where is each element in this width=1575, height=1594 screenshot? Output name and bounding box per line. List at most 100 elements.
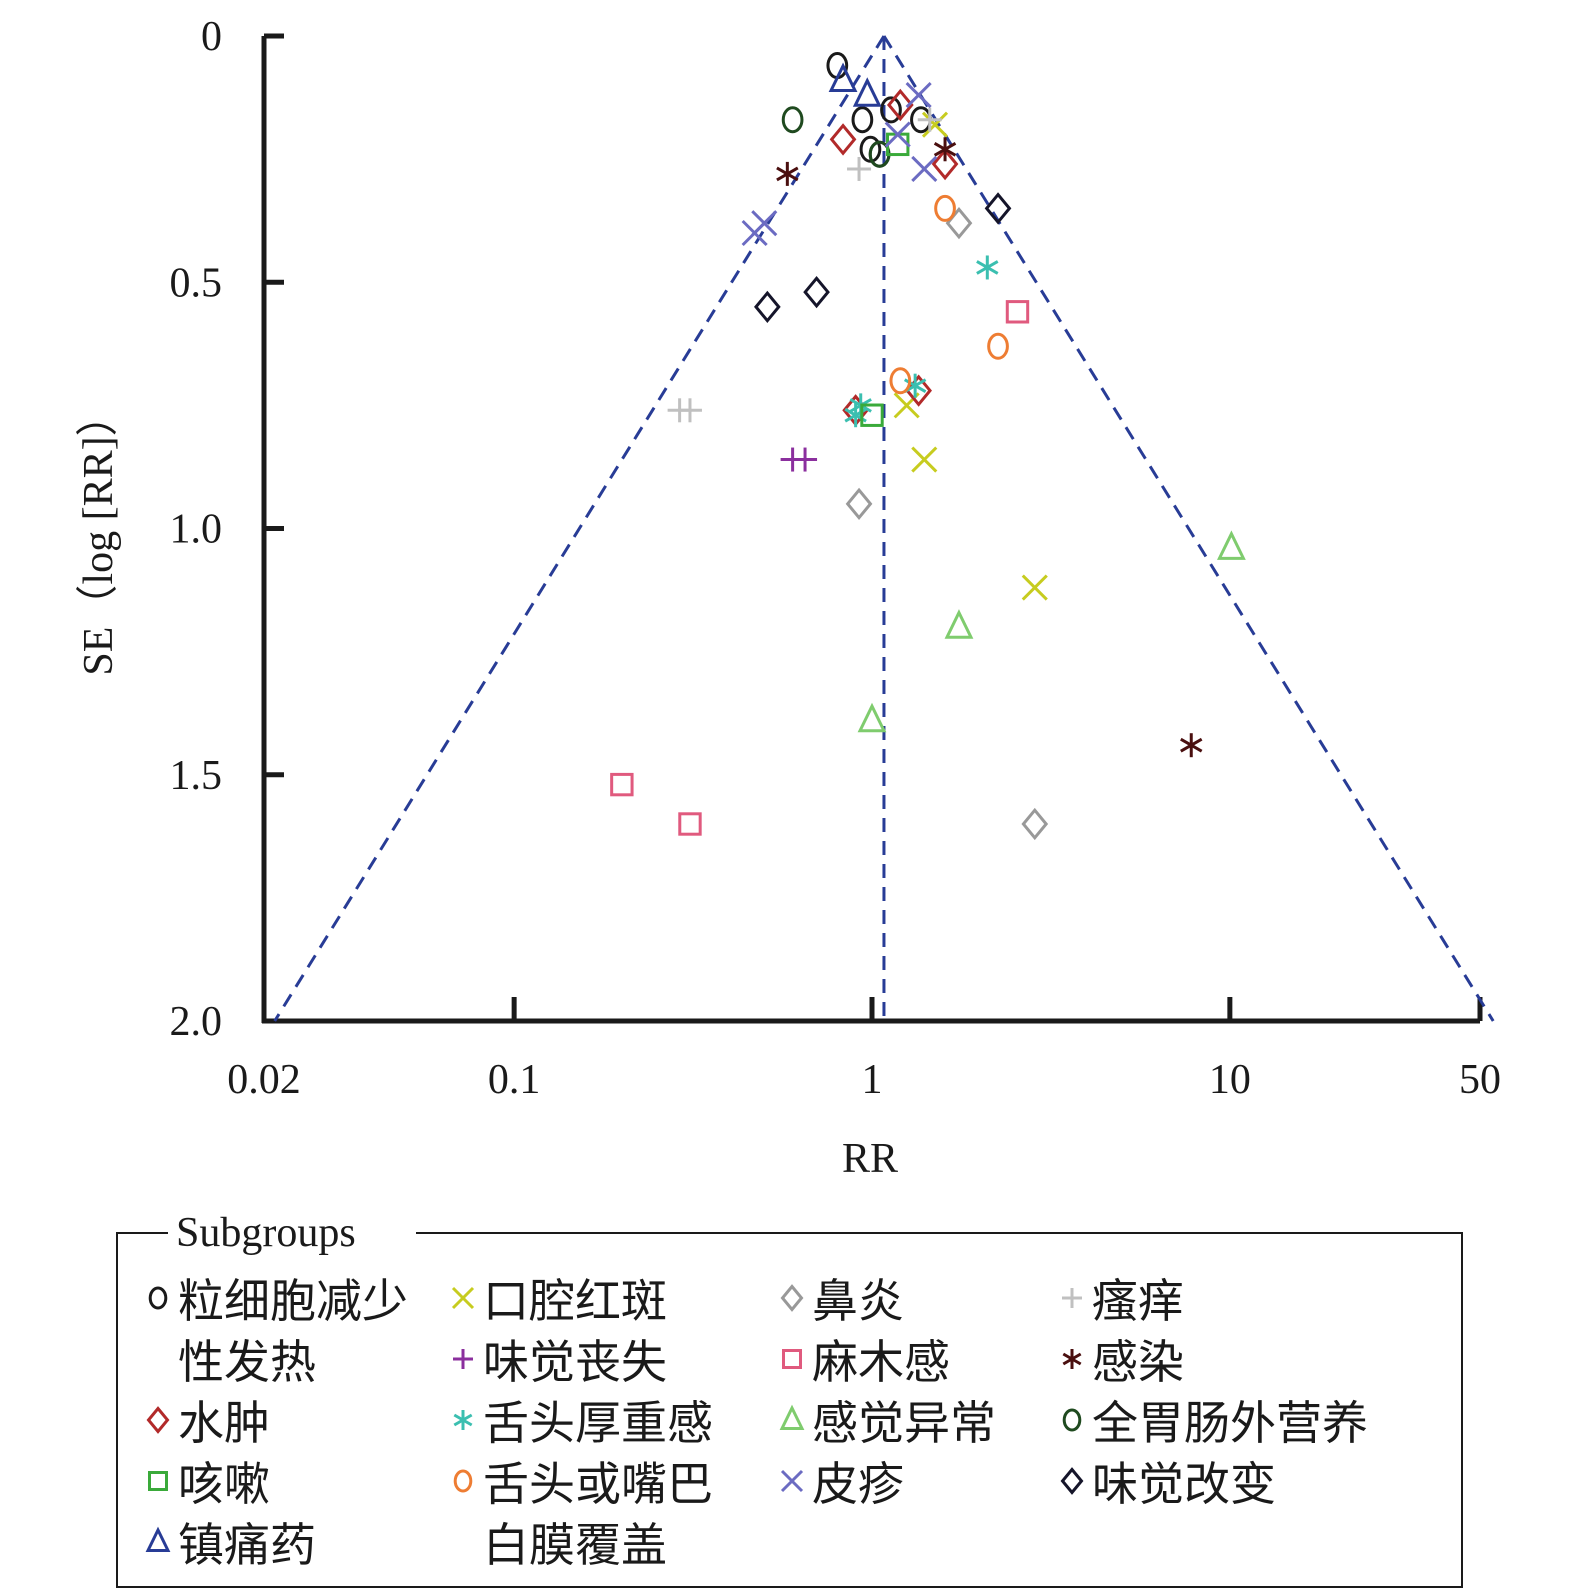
legend-item: 味觉改变 [1060, 1457, 1276, 1511]
legend-label: 水肿 [178, 1396, 270, 1450]
legend-label: 味觉丧失 [483, 1335, 667, 1389]
legend-label: 感觉异常 [812, 1396, 996, 1450]
legend-title-backdrop [168, 1210, 416, 1254]
data-point [852, 77, 882, 107]
legend-item: 鼻炎 [780, 1274, 904, 1328]
legend-label: 咳嗽 [178, 1457, 270, 1511]
legend-label: 舌头厚重感 [483, 1396, 713, 1450]
data-point [917, 107, 942, 132]
data-point [931, 147, 959, 181]
data-point [934, 194, 956, 222]
data-point [905, 82, 932, 109]
legend-label: 口腔红斑 [483, 1274, 667, 1328]
y-axis-label: SE（log [RR]） [76, 394, 122, 675]
data-point [886, 88, 914, 122]
data-point [884, 121, 911, 148]
data-point [886, 132, 910, 157]
x-tick-label: 50 [1459, 1057, 1501, 1103]
data-point [1217, 530, 1246, 560]
data-point [845, 487, 873, 521]
legend-title: Subgroups [176, 1210, 356, 1256]
legend-marker [1060, 1467, 1084, 1495]
data-point [829, 123, 857, 156]
legend-label: 舌头或嘴巴 [483, 1457, 713, 1511]
x-axis-label: RR [842, 1136, 898, 1182]
legend-marker [779, 1404, 805, 1430]
legend-label: 白膜覆盖 [483, 1518, 667, 1572]
data-point [984, 192, 1012, 225]
legend-item: 口腔红斑 [451, 1274, 667, 1328]
legend-item: 水肿 [146, 1396, 270, 1450]
data-point [976, 255, 999, 280]
y-tick-label: 2.0 [170, 999, 223, 1045]
legend-item: 感觉异常 [779, 1396, 996, 1450]
legend-item: 舌头厚重感 [453, 1396, 713, 1450]
legend-marker [1062, 1349, 1082, 1369]
legend-item: 瘙痒 [1062, 1274, 1184, 1328]
data-point [754, 290, 781, 324]
legend-item: 镇痛药 [145, 1518, 316, 1572]
data-point [889, 367, 912, 395]
data-point [911, 155, 938, 183]
data-point [857, 702, 887, 733]
legend-label: 全胃肠外营养 [1092, 1396, 1368, 1450]
funnel-right-line [882, 35, 1495, 1022]
data-point [1180, 733, 1203, 758]
legend-marker [148, 1286, 168, 1310]
data-point [751, 210, 778, 237]
x-tick-label: 1 [862, 1057, 883, 1103]
data-point [803, 275, 830, 309]
data-point [880, 96, 902, 124]
data-point [1021, 807, 1049, 841]
data-point [933, 137, 957, 162]
legend-label: 鼻炎 [812, 1274, 904, 1328]
data-point [944, 609, 974, 639]
legend-marker [451, 1286, 475, 1310]
legend-marker [453, 1469, 473, 1493]
data-point [860, 403, 884, 427]
data-point [828, 62, 858, 93]
data-point [678, 812, 702, 836]
legend-marker [148, 1471, 168, 1491]
data-point [610, 772, 634, 797]
legend-marker [1062, 1408, 1082, 1432]
legend-marker [453, 1349, 473, 1369]
legend-marker [1062, 1288, 1082, 1308]
legend-marker [453, 1410, 473, 1430]
legend-label: 瘙痒 [1092, 1274, 1184, 1328]
axes: 0 0.5 1.0 1.5 2.00.02 0.1 1 10 50 [170, 14, 1502, 1103]
data-point [987, 332, 1009, 360]
y-tick-label: 0.5 [170, 260, 223, 306]
data-point [921, 111, 949, 138]
legend-label: 皮疹 [812, 1457, 904, 1511]
data-point [851, 106, 874, 134]
legend-label: 性发热 [178, 1335, 316, 1389]
legend-label: 味觉改变 [1092, 1457, 1276, 1511]
x-tick-label: 10 [1209, 1057, 1251, 1103]
data-point [847, 156, 872, 181]
funnel-lines [273, 35, 1495, 1022]
legend-item: 全胃肠外营养 [1062, 1396, 1368, 1450]
y-tick-label: 1.0 [170, 507, 223, 553]
legend-item: 咳嗽 [148, 1457, 270, 1511]
x-tick-label: 0.02 [227, 1057, 301, 1103]
data-point [1005, 300, 1030, 324]
data-point [945, 206, 973, 240]
data-point [677, 398, 702, 423]
data-point [905, 374, 932, 407]
x-tick-label: 0.1 [488, 1057, 541, 1103]
data-points [610, 52, 1246, 841]
legend-item: 味觉丧失 [453, 1335, 667, 1389]
data-point [793, 447, 818, 472]
legend-marker [146, 1406, 170, 1434]
legend-marker [782, 1349, 802, 1369]
legend-item: 皮疹 [780, 1457, 904, 1511]
legend-box [116, 1232, 1463, 1588]
data-point [776, 161, 799, 186]
y-tick-label: 0 [201, 14, 222, 60]
